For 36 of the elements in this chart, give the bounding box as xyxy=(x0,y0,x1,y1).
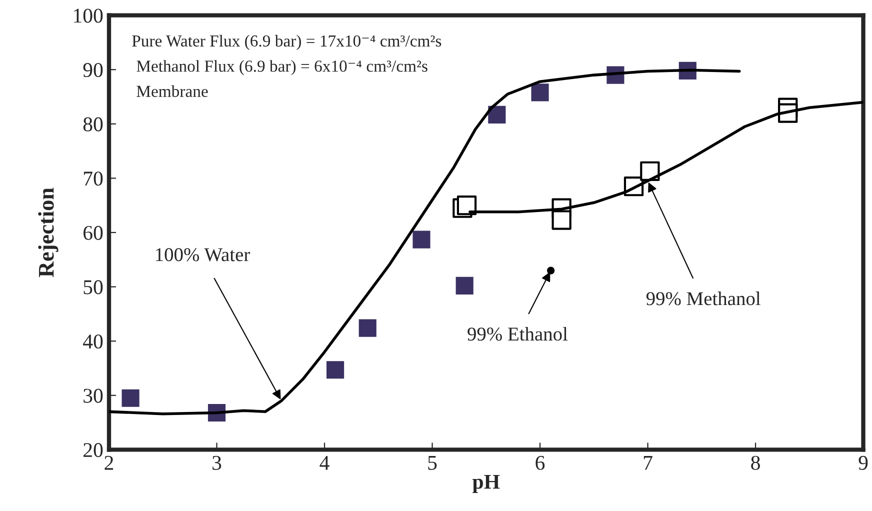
y-tick-label: 90 xyxy=(83,63,103,78)
x-tick-label: 7 xyxy=(644,456,652,470)
y-tick-label: 30 xyxy=(84,388,103,403)
y-tick-label: 50 xyxy=(84,280,103,294)
y-tick-label: 80 xyxy=(83,117,103,132)
point xyxy=(531,84,549,102)
x-tick-label: 8 xyxy=(751,456,760,470)
point xyxy=(326,361,344,379)
x-tick-label: 9 xyxy=(858,456,868,470)
point xyxy=(640,161,660,181)
x-tick-label: 6 xyxy=(536,456,545,470)
point xyxy=(552,210,572,230)
y-tick-label: 70 xyxy=(84,172,103,186)
x-tick-label: 3 xyxy=(212,456,222,470)
y-axis-title: Rejection xyxy=(38,188,58,278)
x-tick-label: 4 xyxy=(320,456,330,470)
x-tick-label: 2 xyxy=(104,456,114,470)
point xyxy=(412,230,430,248)
annotation: Membrane xyxy=(136,85,208,97)
point xyxy=(456,276,474,294)
y-tick-label: 60 xyxy=(84,226,103,240)
x-tick-label: 5 xyxy=(428,456,437,470)
point xyxy=(488,106,506,124)
y-tick-label: 40 xyxy=(83,334,103,349)
annotation: 99% Methanol xyxy=(646,292,760,306)
x-axis-title: pH xyxy=(472,474,500,494)
point xyxy=(546,266,555,274)
point xyxy=(358,319,376,337)
point xyxy=(456,196,477,216)
point xyxy=(122,389,140,407)
annotation: 99% Ethanol xyxy=(468,326,568,341)
y-tick-label: 20 xyxy=(84,443,103,458)
annotation: Methanol Flux (6.9 bar) = 6x10⁻⁴ cm³/cm²s xyxy=(136,60,428,76)
y-tick-label: 100 xyxy=(74,8,103,23)
annotation: Pure Water Flux (6.9 bar) = 17x10⁻⁴ cm³/cm²s xyxy=(132,34,442,50)
annotation: 100% Water xyxy=(156,248,250,262)
